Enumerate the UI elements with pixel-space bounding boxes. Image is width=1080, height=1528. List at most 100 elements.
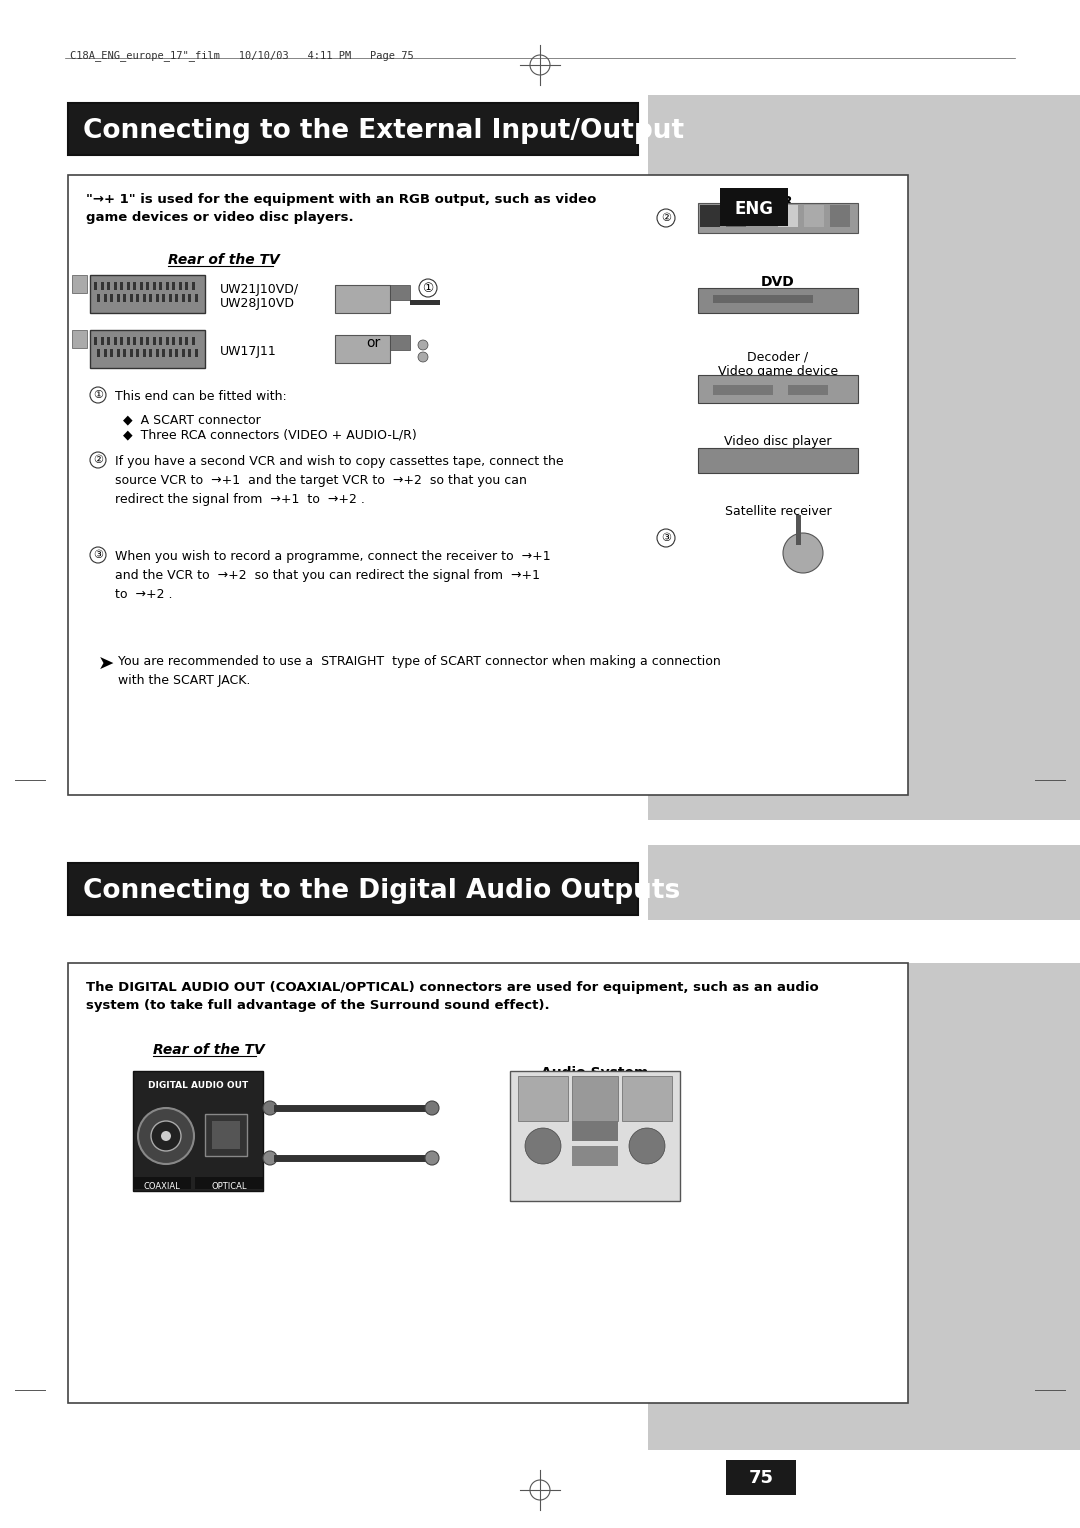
Bar [648, 95, 1080, 821]
Bar [159, 283, 162, 290]
Bar [90, 330, 205, 368]
Circle shape [90, 387, 106, 403]
Bar [123, 293, 126, 303]
Circle shape [161, 1131, 171, 1141]
Text: ③: ③ [661, 533, 671, 542]
Text: ②: ② [661, 212, 671, 223]
Text: Video disc player: Video disc player [725, 435, 832, 448]
Bar [126, 283, 130, 290]
Bar [191, 338, 194, 345]
Text: "→+ 1" is used for the equipment with an RGB output, such as video
game devices : "→+ 1" is used for the equipment with an… [86, 193, 596, 225]
Bar [390, 286, 410, 299]
Circle shape [90, 452, 106, 468]
Text: You are recommended to use a  STRAIGHT  type of SCART connector when making a co: You are recommended to use a STRAIGHT ty… [118, 656, 720, 688]
Bar [100, 338, 104, 345]
Bar [212, 1122, 240, 1149]
Bar [648, 845, 1080, 920]
Bar [152, 283, 156, 290]
Bar [162, 293, 165, 303]
Bar [752, 205, 772, 228]
Bar [149, 293, 152, 303]
Bar [720, 188, 788, 226]
Bar [185, 338, 188, 345]
Bar [713, 295, 813, 303]
Bar [572, 1122, 618, 1141]
Circle shape [138, 1108, 194, 1164]
Bar [136, 348, 139, 358]
Bar [181, 293, 185, 303]
Circle shape [418, 341, 428, 350]
Bar [168, 348, 172, 358]
Bar [162, 348, 165, 358]
Bar [146, 283, 149, 290]
Text: ◆  Three RCA connectors (VIDEO + AUDIO-L/R): ◆ Three RCA connectors (VIDEO + AUDIO-L/… [123, 428, 417, 442]
Bar [149, 348, 152, 358]
Text: Decoder /: Decoder / [747, 350, 809, 364]
Bar [178, 283, 181, 290]
Bar [510, 1071, 680, 1201]
Bar [117, 348, 120, 358]
Circle shape [419, 280, 437, 296]
Circle shape [629, 1128, 665, 1164]
Bar [94, 283, 97, 290]
Bar [188, 293, 191, 303]
Text: UW17J11: UW17J11 [220, 345, 276, 358]
Bar [831, 205, 850, 228]
Bar [175, 293, 178, 303]
Bar [572, 1146, 618, 1166]
Bar [68, 176, 908, 795]
Bar [72, 275, 87, 293]
Text: ①: ① [422, 281, 434, 295]
Bar [178, 338, 181, 345]
Bar [159, 338, 162, 345]
Bar [622, 1076, 672, 1122]
Bar [139, 283, 143, 290]
Text: OPTICAL: OPTICAL [212, 1183, 246, 1190]
Bar [194, 348, 198, 358]
Bar [185, 283, 188, 290]
Bar [181, 348, 185, 358]
Bar [146, 338, 149, 345]
Circle shape [783, 533, 823, 573]
Text: Rear of the TV: Rear of the TV [168, 254, 280, 267]
Bar [698, 374, 858, 403]
Circle shape [90, 547, 106, 562]
Bar [117, 293, 120, 303]
Bar [130, 293, 133, 303]
Bar [130, 348, 133, 358]
Circle shape [657, 529, 675, 547]
Bar [156, 348, 159, 358]
Bar [104, 293, 107, 303]
Bar [788, 385, 828, 396]
Bar [120, 338, 123, 345]
Text: 75: 75 [748, 1468, 773, 1487]
Text: This end can be fitted with:: This end can be fitted with: [114, 390, 287, 403]
Text: or: or [366, 336, 380, 350]
Bar [172, 283, 175, 290]
Bar [97, 348, 100, 358]
Bar [698, 287, 858, 313]
Bar [205, 1114, 247, 1157]
Bar [700, 205, 720, 228]
Bar [90, 275, 205, 313]
Text: ②: ② [93, 455, 103, 465]
Bar [156, 293, 159, 303]
Circle shape [264, 1151, 276, 1164]
Text: DVD: DVD [761, 275, 795, 289]
Text: VCR: VCR [762, 196, 794, 209]
Bar [335, 286, 390, 313]
Bar [126, 338, 130, 345]
Bar [94, 338, 97, 345]
Circle shape [426, 1102, 438, 1115]
Bar [410, 299, 440, 306]
Text: When you wish to record a programme, connect the receiver to  →+1
and the VCR to: When you wish to record a programme, con… [114, 550, 551, 601]
Bar [195, 1177, 264, 1189]
Text: ◆  A SCART connector: ◆ A SCART connector [123, 413, 260, 426]
Bar [518, 1076, 568, 1122]
Bar [804, 205, 824, 228]
Text: DIGITAL AUDIO OUT: DIGITAL AUDIO OUT [148, 1080, 248, 1089]
Bar [194, 293, 198, 303]
Text: If you have a second VCR and wish to copy cassettes tape, connect the
source VCR: If you have a second VCR and wish to cop… [114, 455, 564, 506]
Bar [120, 283, 123, 290]
Text: UW28J10VD: UW28J10VD [220, 296, 295, 310]
